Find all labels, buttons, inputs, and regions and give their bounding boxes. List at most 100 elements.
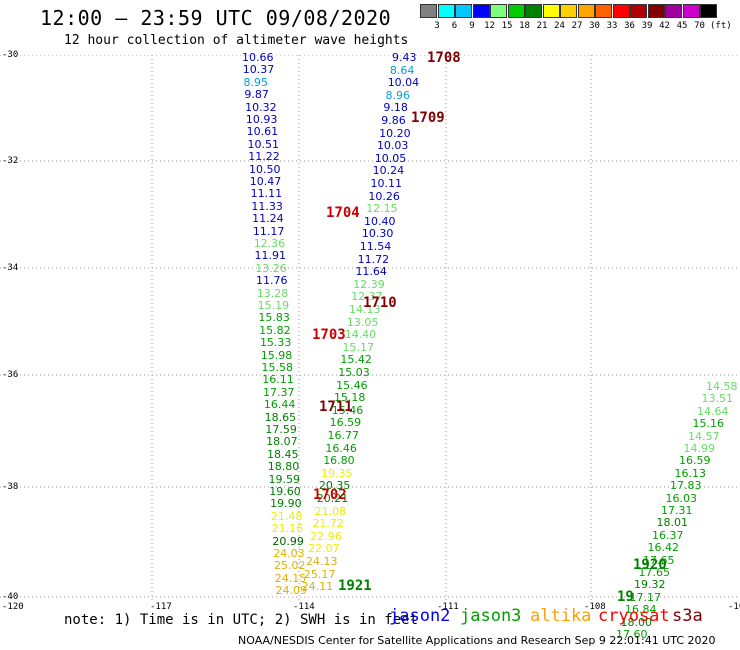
wave-height-value: 20.21 xyxy=(316,492,349,505)
wave-height-value: 24.13 xyxy=(306,555,338,568)
wave-height-value: 12.39 xyxy=(353,277,385,291)
wave-height-value: 10.11 xyxy=(370,177,403,190)
wave-height-value: 11.72 xyxy=(357,252,390,266)
scale-swatch xyxy=(700,4,717,18)
scale-swatch xyxy=(595,4,612,18)
pass-label: 1703 xyxy=(312,327,346,343)
wave-height-value: 15.58 xyxy=(261,361,294,374)
wave-height-value: 15.46 xyxy=(331,403,364,417)
wave-height-value: 16.03 xyxy=(665,491,698,505)
wave-height-value: 10.93 xyxy=(245,113,278,126)
scale-label: 9 xyxy=(469,21,475,31)
wave-height-value: 16.46 xyxy=(325,441,357,455)
footnote: note: 1) Time is in UTC; 2) SWH is in fe… xyxy=(64,612,419,628)
wave-height-value: 13.26 xyxy=(255,261,287,275)
longitude-label: -10 xyxy=(728,602,740,612)
scale-swatch xyxy=(577,4,595,18)
chart-title: 12:00 – 23:59 UTC 09/08/2020 xyxy=(40,6,392,30)
wave-height-value: 12.15 xyxy=(366,202,398,216)
latitude-label: -30 xyxy=(2,50,19,60)
legend-jason3: jason3 xyxy=(460,606,522,626)
wave-height-value: 10.32 xyxy=(245,100,277,114)
scale-swatch xyxy=(612,4,630,18)
pass-label: 1704 xyxy=(326,205,360,221)
wave-height-value: 19.90 xyxy=(270,497,302,511)
wave-height-value: 9.87 xyxy=(244,88,269,102)
scale-label: 24 xyxy=(554,21,565,31)
wave-height-value: 15.98 xyxy=(260,348,293,362)
wave-height-value: 10.24 xyxy=(372,164,405,178)
scale-label: 45 xyxy=(676,21,688,31)
scale-swatch xyxy=(437,4,455,18)
pass-label: 1708 xyxy=(427,50,461,66)
wave-height-value: 24.03 xyxy=(273,547,305,560)
color-scale: (ft) 3 6 9 12 15 18 21 24 27 30 33 36 39 42 45 70 xyxy=(420,4,735,32)
scale-swatch xyxy=(647,4,665,18)
wave-height-value: 11.91 xyxy=(254,249,286,263)
wave-height-value: 17.60 xyxy=(616,628,648,641)
wave-height-value: 21.16 xyxy=(271,522,304,536)
wave-height-value: 18.01 xyxy=(656,516,689,530)
wave-height-value: 8.64 xyxy=(389,63,415,77)
wave-height-value: 22.96 xyxy=(310,529,342,543)
wave-height-value: 25.02 xyxy=(273,559,306,573)
legend-altika: altika xyxy=(530,606,592,626)
wave-height-value: 16.42 xyxy=(647,541,680,555)
scale-swatch xyxy=(420,4,437,18)
latitude-label: -34 xyxy=(2,263,19,273)
wave-height-value: 16.59 xyxy=(679,454,711,468)
scale-label: 70 xyxy=(694,21,705,31)
wave-height-value: 18.00 xyxy=(620,615,653,629)
wave-height-value: 10.26 xyxy=(368,189,400,203)
wave-height-value: 11.54 xyxy=(359,240,392,253)
wave-height-value: 17.17 xyxy=(629,590,662,604)
wave-height-value: 17.83 xyxy=(670,479,702,493)
scale-label: 27 xyxy=(571,21,583,31)
wave-height-value: 13.51 xyxy=(701,392,734,406)
wave-height-value: 24.09 xyxy=(275,584,308,598)
wave-height-value: 15.33 xyxy=(259,336,292,350)
scale-swatch xyxy=(507,4,525,18)
wave-height-value: 14.57 xyxy=(688,429,720,443)
wave-height-value: 10.40 xyxy=(364,214,396,228)
wave-height-value: 16.13 xyxy=(674,466,707,480)
wave-height-value: 17.59 xyxy=(265,423,297,436)
wave-height-value: 22.07 xyxy=(308,542,340,556)
wave-height-value: 12.36 xyxy=(253,237,286,250)
grid-lines xyxy=(0,55,740,600)
legend-cryosat: cryosat xyxy=(598,606,670,626)
wave-height-value: 14.58 xyxy=(706,380,738,393)
wave-height-value: 14.13 xyxy=(349,303,381,316)
scale-swatch xyxy=(682,4,700,18)
wave-height-value: 9.86 xyxy=(381,114,406,127)
legend-jason2: jason2 xyxy=(389,606,451,626)
wave-height-value: 24.15 xyxy=(274,571,307,585)
scale-label: 15 xyxy=(501,21,513,31)
wave-height-value: 10.61 xyxy=(246,125,279,139)
wave-height-value: 9.18 xyxy=(383,101,408,115)
wave-height-value: 14.64 xyxy=(697,404,729,418)
scale-label: 33 xyxy=(606,21,618,31)
scale-label: 12 xyxy=(484,21,495,31)
wave-height-value: 11.76 xyxy=(256,274,288,288)
wave-height-value: 8.95 xyxy=(243,75,269,89)
wave-height-value: 19.32 xyxy=(634,578,666,592)
scale-label: 36 xyxy=(624,21,635,31)
latitude-label: -32 xyxy=(2,156,19,166)
wave-height-value: 16.80 xyxy=(323,454,355,468)
wave-height-value: 19.59 xyxy=(268,472,301,486)
wave-height-value: 8.96 xyxy=(385,88,411,102)
wave-height-value: 10.50 xyxy=(249,162,281,176)
scale-swatch xyxy=(472,4,490,18)
wave-height-value: 15.19 xyxy=(257,299,290,312)
pass-label: 1710 xyxy=(363,295,397,311)
wave-height-value: 21.72 xyxy=(312,517,344,531)
wave-height-value: 20.35 xyxy=(318,479,351,493)
wave-height-value: 16.44 xyxy=(263,398,296,412)
scale-swatch xyxy=(525,4,542,18)
wave-height-value: 16.59 xyxy=(329,416,362,430)
wave-height-value: 15.83 xyxy=(258,311,290,325)
wave-height-value: 10.05 xyxy=(374,151,407,165)
wave-height-value: 10.66 xyxy=(242,51,274,64)
scale-swatch xyxy=(560,4,577,18)
